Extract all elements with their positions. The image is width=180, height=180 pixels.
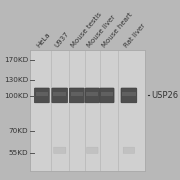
Text: USP26: USP26	[151, 91, 178, 100]
FancyBboxPatch shape	[52, 88, 68, 103]
Bar	[35, 92, 48, 96]
Text: Rat liver: Rat liver	[123, 22, 146, 49]
Bar	[86, 92, 98, 96]
Bar	[122, 92, 136, 96]
Text: 170KD: 170KD	[4, 57, 28, 63]
Text: Mouse heart: Mouse heart	[101, 12, 133, 49]
Bar	[71, 92, 83, 96]
FancyBboxPatch shape	[123, 147, 135, 154]
Text: U937: U937	[53, 30, 70, 49]
Bar	[30, 50, 145, 171]
FancyBboxPatch shape	[85, 88, 99, 103]
FancyBboxPatch shape	[53, 147, 66, 154]
FancyBboxPatch shape	[34, 88, 49, 103]
FancyBboxPatch shape	[121, 88, 137, 103]
FancyBboxPatch shape	[87, 147, 98, 154]
Text: Mouse liver: Mouse liver	[86, 14, 116, 49]
Bar	[101, 92, 113, 96]
Text: 100KD: 100KD	[4, 93, 28, 99]
FancyBboxPatch shape	[69, 88, 84, 103]
Text: 55KD: 55KD	[8, 150, 28, 156]
Bar	[53, 92, 66, 96]
Text: 70KD: 70KD	[8, 128, 28, 134]
Text: 130KD: 130KD	[4, 77, 28, 83]
FancyBboxPatch shape	[100, 88, 114, 103]
Text: Mouse testis: Mouse testis	[71, 11, 103, 49]
Text: HeLa: HeLa	[36, 31, 51, 49]
